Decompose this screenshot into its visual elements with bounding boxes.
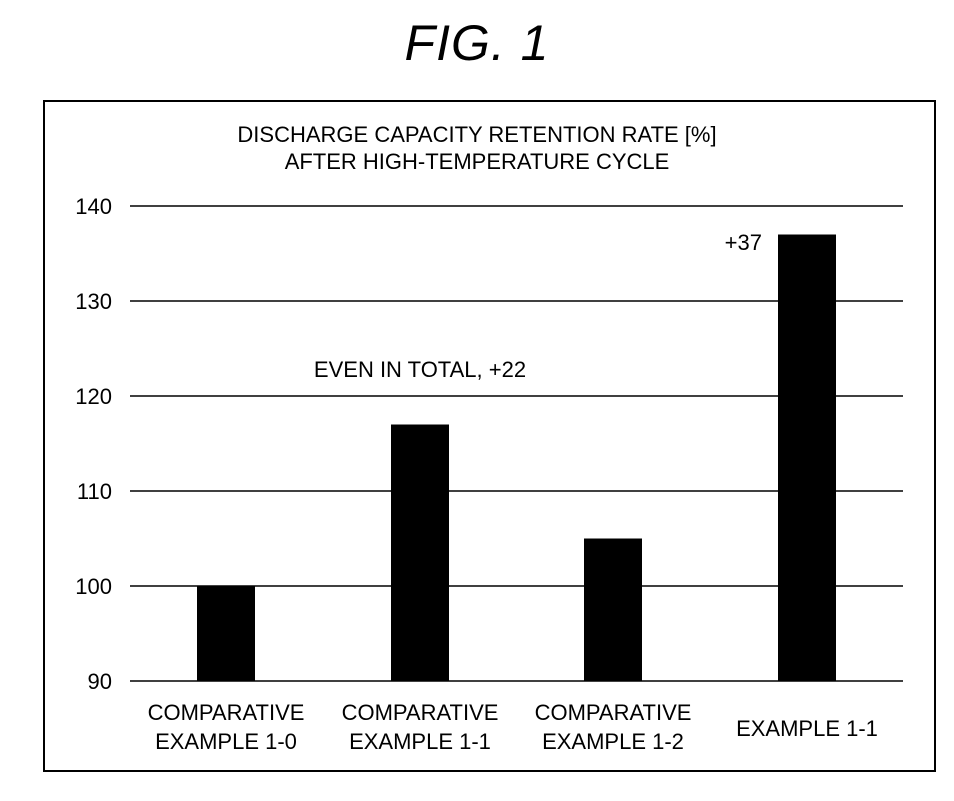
y-tick-label-130: 130 [75, 289, 112, 314]
x-category-label-1-line-1: COMPARATIVE [148, 700, 305, 725]
x-category-label-2-line-1: COMPARATIVE [342, 700, 499, 725]
x-category-label-2-line-2: EXAMPLE 1-1 [349, 729, 491, 754]
bar-4 [778, 235, 836, 682]
y-tick-label-90: 90 [88, 669, 112, 694]
x-category-label-3-line-2: EXAMPLE 1-2 [542, 729, 684, 754]
annotation-plus-37: +37 [725, 230, 762, 255]
x-category-label-1-line-2: EXAMPLE 1-0 [155, 729, 297, 754]
bar-3 [584, 539, 642, 682]
y-tick-label-140: 140 [75, 194, 112, 219]
x-category-label-3-line-1: COMPARATIVE [535, 700, 692, 725]
y-tick-label-120: 120 [75, 384, 112, 409]
annotation-even-in-total: EVEN IN TOTAL, +22 [314, 357, 526, 382]
x-category-label-4-line-1: EXAMPLE 1-1 [736, 716, 878, 741]
bar-2 [391, 425, 449, 682]
y-tick-label-110: 110 [77, 479, 112, 504]
bar-1 [197, 586, 255, 681]
chart-title-line-1: DISCHARGE CAPACITY RETENTION RATE [%] [237, 122, 716, 147]
chart-title-line-2: AFTER HIGH-TEMPERATURE CYCLE [285, 149, 670, 174]
y-tick-label-100: 100 [75, 574, 112, 599]
